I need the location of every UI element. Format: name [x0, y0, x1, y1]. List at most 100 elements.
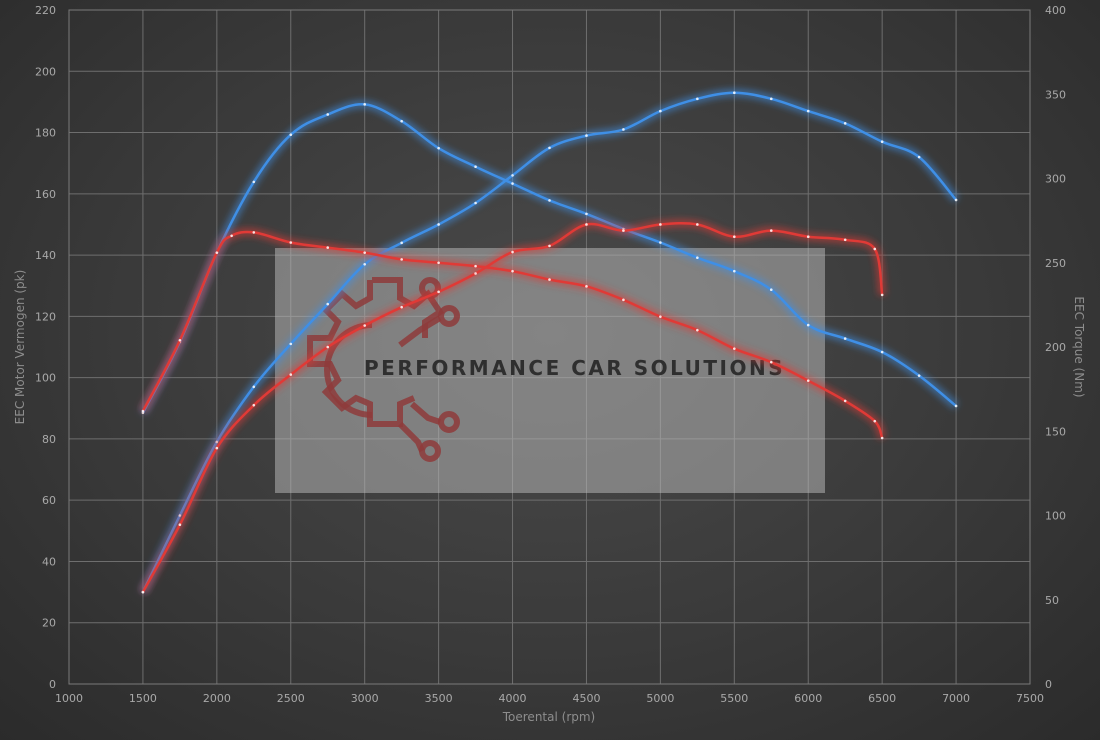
x-tick-label: 1000: [55, 692, 83, 705]
series-line: [141, 222, 884, 593]
data-point: [326, 113, 330, 116]
left-tick-label: 180: [35, 127, 56, 140]
data-point: [141, 409, 145, 413]
data-point: [954, 198, 958, 202]
right-tick-label: 100: [1045, 510, 1066, 523]
data-point: [289, 342, 293, 346]
left-tick-label: 100: [35, 372, 56, 385]
data-point: [511, 250, 514, 254]
data-point: [917, 374, 921, 377]
right-tick-label: 50: [1045, 594, 1059, 607]
data-point: [252, 231, 256, 234]
data-point: [326, 246, 330, 249]
x-tick-label: 7500: [1016, 692, 1044, 705]
data-point: [215, 251, 219, 254]
data-point: [622, 298, 625, 302]
data-point: [659, 241, 662, 244]
right-axis-title: EEC Torque (Nm): [1072, 296, 1086, 397]
left-tick-label: 20: [42, 617, 56, 630]
data-point: [548, 278, 551, 281]
series-line: [141, 91, 958, 593]
right-tick-label: 300: [1045, 173, 1066, 186]
data-point: [806, 109, 810, 113]
left-tick-label: 60: [42, 494, 56, 507]
left-axis-ticks: 0 20 40 60 80 100 120 140 160 180 200 220: [35, 4, 56, 691]
data-point: [806, 235, 810, 239]
right-tick-label: 250: [1045, 257, 1066, 270]
data-point: [880, 140, 884, 144]
watermark-logo: PERFORMANCE CAR SOLUTIONS: [275, 248, 825, 493]
data-point: [252, 403, 256, 407]
data-point: [954, 404, 958, 408]
data-point: [769, 97, 773, 101]
x-tick-label: 1500: [129, 692, 157, 705]
data-point: [806, 323, 810, 327]
data-point: [873, 247, 877, 251]
data-point: [659, 223, 662, 226]
data-point: [289, 133, 293, 136]
data-point: [548, 199, 551, 202]
data-point: [400, 258, 403, 261]
data-point: [880, 436, 884, 440]
left-tick-label: 120: [35, 310, 56, 323]
data-point: [326, 302, 330, 306]
x-tick-label: 5000: [646, 692, 674, 705]
x-tick-label: 4500: [572, 692, 600, 705]
data-point: [585, 223, 588, 226]
data-point: [474, 264, 477, 268]
plot-frame: [68, 9, 1031, 685]
data-point: [622, 128, 625, 131]
data-point: [326, 345, 330, 349]
data-point: [400, 119, 403, 123]
data-point: [437, 261, 440, 265]
left-tick-label: 80: [42, 433, 56, 446]
data-point: [548, 146, 551, 150]
right-tick-label: 150: [1045, 425, 1066, 438]
data-point: [733, 91, 736, 95]
data-point: [474, 201, 477, 205]
series-2: [139, 219, 887, 595]
x-tick-label: 6000: [794, 692, 822, 705]
data-point: [400, 305, 403, 309]
data-point: [289, 241, 293, 244]
data-point: [437, 223, 440, 226]
x-tick-label: 2000: [203, 692, 231, 705]
left-tick-label: 40: [42, 555, 56, 568]
x-tick-label: 2500: [277, 692, 305, 705]
data-point: [215, 446, 219, 450]
data-point: [733, 347, 736, 350]
data-point: [769, 288, 773, 292]
data-point: [733, 269, 736, 273]
x-axis-ticks: 1000 1500 2000 2500 3000 3500 4000 4500 5000 5500…: [55, 692, 1044, 705]
left-tick-label: 220: [35, 4, 56, 17]
data-point: [806, 379, 810, 383]
data-point: [252, 180, 256, 184]
data-point: [843, 122, 847, 125]
x-tick-label: 3000: [351, 692, 379, 705]
data-point: [437, 290, 440, 294]
data-point: [696, 97, 699, 101]
data-point: [696, 328, 699, 332]
left-tick-label: 200: [35, 65, 56, 78]
data-point: [659, 109, 662, 113]
data-point: [769, 229, 773, 232]
data-point: [843, 337, 847, 340]
data-point: [843, 399, 847, 403]
data-point: [511, 182, 514, 185]
data-point: [873, 419, 877, 423]
data-point: [733, 235, 736, 239]
series-1: [139, 100, 959, 415]
data-point: [548, 244, 551, 248]
x-axis-title: Toerental (rpm): [502, 710, 595, 724]
data-point: [252, 385, 256, 389]
data-point: [363, 262, 366, 266]
right-tick-label: 400: [1045, 4, 1066, 17]
x-tick-label: 7000: [942, 692, 970, 705]
data-point: [880, 350, 884, 354]
data-point: [289, 373, 293, 376]
series-line: [141, 230, 884, 439]
data-point: [696, 223, 699, 226]
data-point: [659, 315, 662, 318]
x-tick-label: 6500: [868, 692, 896, 705]
